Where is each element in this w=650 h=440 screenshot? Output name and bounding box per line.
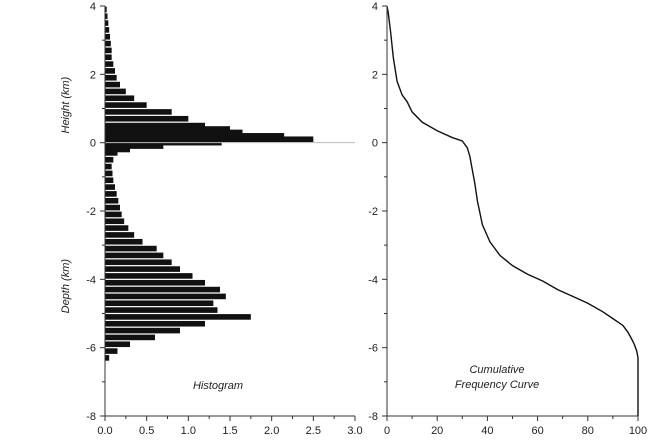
histogram-bar [105, 341, 130, 348]
cumulative-y-tick-label: 4 [372, 1, 378, 13]
histogram-bar [105, 33, 110, 40]
cumulative-x-tick-label: 0 [384, 425, 390, 437]
histogram-x-tick-label: 2.0 [264, 425, 279, 437]
cumulative-x-tick-label: 80 [582, 425, 594, 437]
cumulative-axes: 420-2-4-6-80 20 40 60 80 100 [368, 1, 647, 437]
histogram-bar [105, 47, 112, 54]
histogram-bar [105, 232, 135, 238]
histogram-bar [105, 109, 172, 115]
cumulative-x-tick-label: 20 [431, 425, 443, 437]
histogram-ylabel-lower: Depth (km) [60, 259, 72, 314]
histogram-bar [105, 314, 251, 320]
histogram-y-tick-label: 4 [90, 1, 96, 13]
histogram-y-tick-label: -2 [86, 206, 96, 218]
histogram-bar [105, 218, 125, 225]
cumulative-annotation-line-2: Frequency Curve [455, 379, 539, 391]
cumulative-y-tick-label: -8 [368, 411, 378, 423]
histogram-bar [105, 184, 115, 190]
histogram-bar [105, 115, 189, 122]
histogram-bar [105, 88, 126, 95]
histogram-y-tick-label: 2 [90, 69, 96, 81]
histogram-annotation: Histogram [193, 380, 243, 392]
cumulative-curve [386, 5, 639, 416]
cumulative-x-tick-label: 40 [481, 425, 493, 437]
histogram-bar [105, 327, 180, 334]
histogram-bar [105, 20, 109, 26]
histogram-bar [105, 54, 112, 61]
histogram-bar [105, 143, 164, 149]
histogram-bar [105, 245, 157, 252]
cumulative-y-tick-label: 0 [372, 138, 378, 150]
histogram-x-tick-label: 1.0 [181, 425, 196, 437]
histogram-bar [105, 279, 205, 286]
histogram-bar [105, 307, 218, 313]
histogram-bar [105, 13, 108, 20]
histogram-bar [105, 211, 122, 218]
histogram-bar [105, 170, 113, 177]
histogram-bar [105, 61, 114, 67]
histogram-panel: 4 2 0 -2 -4 -6 -80.0 0.5 1.0 1.5 2.0 2.5 3.0 Height … [60, 1, 363, 437]
histogram-bar [105, 286, 220, 293]
histogram-bar [105, 355, 110, 361]
histogram-bar [105, 133, 285, 139]
histogram-bar [105, 348, 118, 354]
histogram-bar [105, 74, 117, 81]
cumulative-y-tick-label: -2 [368, 206, 378, 218]
histogram-bar [105, 40, 111, 47]
histogram-bar [105, 300, 214, 307]
histogram-x-tick-label: 0.5 [139, 425, 154, 437]
histogram-bar [105, 191, 117, 197]
histogram-bar [105, 320, 205, 327]
histogram-bar [105, 225, 129, 231]
cumulative-x-tick-label: 100 [629, 425, 647, 437]
histogram-ylabel-upper: Height (km) [60, 76, 72, 133]
cumulative-y-tick-label: -4 [368, 274, 378, 286]
histogram-bar [105, 68, 115, 74]
cumulative-panel: 420-2-4-6-80 20 40 60 80 100 Cumulative Frequ… [368, 1, 647, 437]
histogram-x-tick-label: 1.5 [222, 425, 237, 437]
cumulative-y-tick-label: -6 [368, 343, 378, 355]
histogram-axes: 4 2 0 -2 -4 -6 -80.0 0.5 1.0 1.5 2.0 2.5 3.0 [86, 1, 362, 437]
histogram-bar [105, 204, 120, 211]
histogram-bar [105, 156, 114, 163]
histogram-bar [105, 146, 130, 153]
cumulative-y-tick-label: 2 [372, 69, 378, 81]
cumulative-annotation-line-1: Cumulative [469, 364, 524, 376]
histogram-y-tick-label: -8 [86, 411, 96, 423]
histogram-bar [105, 259, 172, 266]
histogram-y-tick-label: -6 [86, 343, 96, 355]
histogram-bar [105, 163, 112, 170]
histogram-bar [105, 334, 155, 341]
histogram-bar [105, 197, 119, 204]
histogram-bar [105, 238, 143, 245]
histogram-bar [105, 126, 230, 132]
histogram-bar [105, 177, 114, 184]
histogram-bar [105, 129, 243, 136]
histogram-bar [105, 6, 107, 13]
histogram-bar [105, 266, 180, 272]
histogram-bars [105, 6, 314, 361]
histogram-bar [105, 150, 118, 156]
histogram-y-tick-label: 0 [90, 138, 96, 150]
histogram-bar [105, 102, 147, 108]
cumulative-x-tick-label: 60 [531, 425, 543, 437]
histogram-x-tick-label: 2.5 [306, 425, 321, 437]
histogram-y-tick-label: -4 [86, 274, 96, 286]
histogram-bar [105, 122, 205, 129]
histogram-bar [105, 27, 110, 33]
histogram-bar [105, 81, 120, 88]
histogram-bar [105, 293, 226, 300]
histogram-bar [105, 273, 193, 279]
histogram-bar [105, 252, 164, 259]
histogram-bar [105, 136, 314, 143]
histogram-x-tick-label: 3.0 [347, 425, 362, 437]
histogram-x-tick-label: 0.0 [97, 425, 112, 437]
histogram-bar [105, 95, 135, 102]
